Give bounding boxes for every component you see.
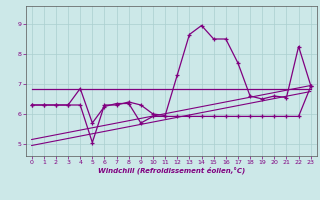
X-axis label: Windchill (Refroidissement éolien,°C): Windchill (Refroidissement éolien,°C) xyxy=(98,167,245,174)
